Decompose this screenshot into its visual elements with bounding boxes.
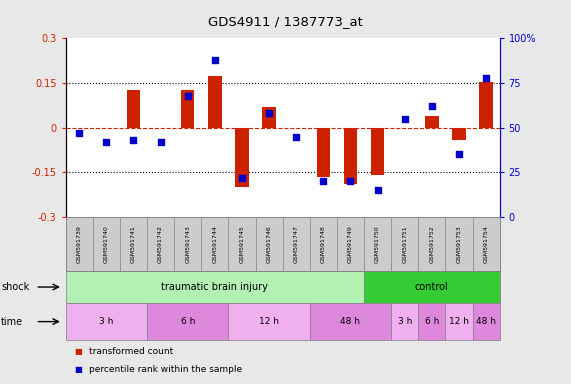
- Text: GSM591741: GSM591741: [131, 225, 136, 263]
- Point: [210, 57, 219, 63]
- Point: [346, 178, 355, 184]
- Text: GSM591751: GSM591751: [402, 225, 407, 263]
- Text: GSM591744: GSM591744: [212, 225, 218, 263]
- Text: GSM591749: GSM591749: [348, 225, 353, 263]
- Text: GSM591740: GSM591740: [104, 225, 109, 263]
- Text: ■: ■: [74, 365, 82, 374]
- Bar: [235, 127, 249, 187]
- Text: GSM591747: GSM591747: [293, 225, 299, 263]
- Point: [427, 103, 436, 109]
- Text: GSM591746: GSM591746: [267, 225, 272, 263]
- Text: GSM591754: GSM591754: [484, 225, 489, 263]
- Text: 12 h: 12 h: [259, 317, 279, 326]
- Bar: [208, 76, 222, 127]
- Text: GSM591750: GSM591750: [375, 225, 380, 263]
- Text: GSM591748: GSM591748: [321, 225, 326, 263]
- Point: [400, 116, 409, 122]
- Bar: [452, 127, 466, 140]
- Bar: [181, 91, 195, 127]
- Text: GSM591742: GSM591742: [158, 225, 163, 263]
- Bar: [371, 127, 384, 175]
- Bar: [479, 81, 493, 127]
- Text: 48 h: 48 h: [476, 317, 496, 326]
- Text: 3 h: 3 h: [397, 317, 412, 326]
- Text: GSM591743: GSM591743: [185, 225, 190, 263]
- Point: [183, 93, 192, 99]
- Point: [481, 74, 490, 81]
- Text: 12 h: 12 h: [449, 317, 469, 326]
- Text: 6 h: 6 h: [180, 317, 195, 326]
- Text: GSM591739: GSM591739: [77, 225, 82, 263]
- Text: time: time: [1, 316, 23, 327]
- Bar: [425, 116, 439, 127]
- Text: percentile rank within the sample: percentile rank within the sample: [89, 365, 242, 374]
- Bar: [316, 127, 330, 177]
- Text: shock: shock: [1, 282, 29, 292]
- Text: 48 h: 48 h: [340, 317, 360, 326]
- Text: 3 h: 3 h: [99, 317, 114, 326]
- Text: GSM591745: GSM591745: [239, 225, 244, 263]
- Text: GDS4911 / 1387773_at: GDS4911 / 1387773_at: [208, 15, 363, 28]
- Point: [319, 178, 328, 184]
- Text: traumatic brain injury: traumatic brain injury: [162, 282, 268, 292]
- Point: [373, 187, 382, 193]
- Text: GSM591752: GSM591752: [429, 225, 435, 263]
- Text: GSM591753: GSM591753: [456, 225, 461, 263]
- Bar: [344, 127, 357, 184]
- Point: [75, 130, 84, 136]
- Text: 6 h: 6 h: [425, 317, 439, 326]
- Text: ■: ■: [74, 347, 82, 356]
- Point: [156, 139, 165, 145]
- Point: [292, 134, 301, 140]
- Bar: [127, 91, 140, 127]
- Point: [238, 175, 247, 181]
- Bar: [262, 107, 276, 127]
- Point: [129, 137, 138, 143]
- Point: [102, 139, 111, 145]
- Text: transformed count: transformed count: [89, 347, 173, 356]
- Point: [264, 110, 274, 116]
- Text: control: control: [415, 282, 449, 292]
- Point: [455, 151, 464, 157]
